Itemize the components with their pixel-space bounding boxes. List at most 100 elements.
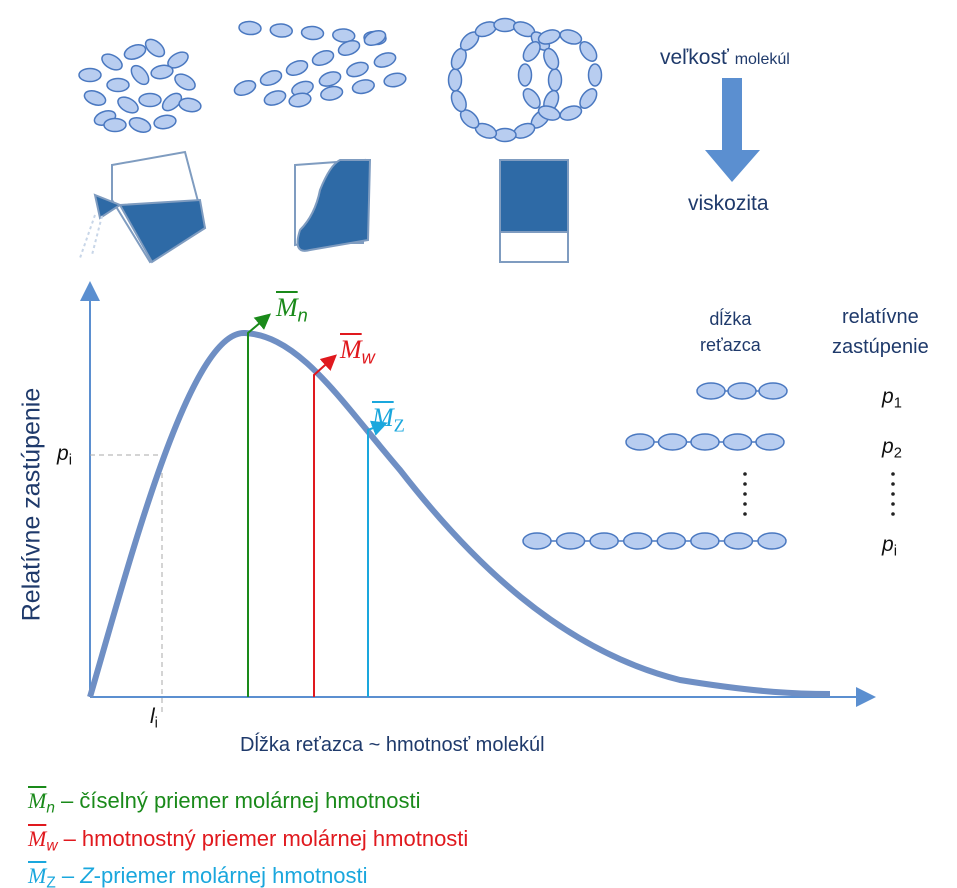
symbol: M [276, 293, 298, 322]
symbol: M [28, 788, 46, 813]
molecule [115, 94, 141, 116]
molecule [270, 23, 293, 38]
share-label: p1 [882, 385, 902, 411]
chain-unit [557, 533, 585, 549]
containers [80, 152, 568, 262]
share-part: 1 [894, 395, 902, 411]
molecule [320, 85, 344, 102]
mz-line [368, 424, 384, 697]
molecule [317, 69, 342, 88]
share-part: 2 [894, 445, 902, 461]
sub: n [46, 800, 55, 817]
chain-unit [728, 383, 756, 399]
diagram: veľkosť molekúl viskozita Relatívne zast… [0, 0, 957, 888]
molecule [494, 129, 516, 142]
molecule [178, 97, 202, 114]
header-line: zastúpenie [832, 332, 929, 362]
molecule [153, 114, 177, 131]
chain-unit [523, 533, 551, 549]
legend-dash: – [62, 863, 80, 888]
molecule [362, 28, 387, 48]
symbol: M [340, 335, 362, 364]
molecule [310, 48, 335, 68]
ellipsis-dots [743, 472, 895, 516]
molecule [351, 78, 375, 95]
sub: w [362, 347, 375, 367]
chain-unit [756, 434, 784, 450]
molecule-icons [79, 19, 602, 142]
sub: w [46, 837, 57, 854]
l-label: li [150, 705, 158, 731]
symbol: M [28, 826, 46, 851]
mz-marker-label: MZ [372, 402, 405, 436]
p-label: pi [57, 442, 72, 468]
molecule [232, 78, 257, 98]
molecule [79, 69, 101, 82]
chain-unit [659, 434, 687, 450]
chain-unit [590, 533, 618, 549]
sub: n [298, 305, 308, 325]
molecule [258, 68, 283, 88]
header-line: dĺžka [700, 306, 761, 332]
down-arrow [705, 78, 760, 182]
molecule [107, 79, 129, 92]
molecule [589, 64, 602, 86]
chain-unit [657, 533, 685, 549]
molecule [139, 94, 161, 107]
share-part: p [882, 385, 894, 408]
mw-marker-label: Mw [340, 334, 375, 368]
molecule [99, 51, 125, 73]
molecule [128, 62, 152, 87]
x-axis-label: Dĺžka reťazca ~ hmotnosť molekúl [240, 734, 545, 757]
header-line: reťazca [700, 332, 761, 358]
p-sub: i [69, 452, 72, 468]
molecule [558, 103, 583, 122]
chain-unit [724, 533, 752, 549]
molecule [262, 88, 287, 107]
sub: Z [394, 415, 405, 435]
size-word-small: molekúl [735, 51, 790, 68]
share-part: p [882, 435, 894, 458]
size-label: veľkosť molekúl [660, 46, 790, 70]
molecule [172, 71, 198, 93]
share-label: pi [882, 533, 897, 559]
legend-text: -priemer molárnej hmotnosti [94, 863, 368, 888]
molecule [239, 21, 262, 36]
legend-item: MZ – Z-priemer molárnej hmotnosti [28, 861, 468, 888]
molecule [142, 36, 167, 60]
chain-unit [626, 434, 654, 450]
viscosity-label: viskozita [688, 192, 769, 216]
share-label: p2 [882, 435, 902, 461]
size-word: veľkosť [660, 46, 729, 69]
y-axis-label: Relatívne zastúpenie [18, 375, 47, 635]
molecule [104, 119, 126, 132]
mn-line [248, 316, 268, 697]
molecule [127, 115, 152, 135]
chain-unit [724, 434, 752, 450]
molecule [372, 50, 397, 69]
legend: Mn – číselný priemer molárnej hmotnosti … [28, 786, 468, 888]
l-sub: i [155, 715, 158, 731]
chain-unit [758, 533, 786, 549]
molecule [82, 88, 107, 108]
share-part: p [882, 533, 894, 556]
legend-item: Mw – hmotnostný priemer molárnej hmotnos… [28, 824, 468, 862]
legend-text: – číselný priemer molárnej hmotnosti [61, 788, 420, 813]
molecule [301, 26, 324, 41]
molecule [383, 71, 407, 88]
chain-unit [624, 533, 652, 549]
mw-line [314, 357, 334, 697]
chain-unit [697, 383, 725, 399]
molecule [284, 58, 309, 78]
sub: Z [46, 875, 55, 888]
share-part: i [894, 543, 897, 559]
header-line: relatívne [832, 302, 929, 332]
molecule [519, 64, 532, 86]
molecule [449, 69, 462, 91]
legend-text: – hmotnostný priemer molárnej hmotnosti [64, 826, 469, 851]
chain-unit [691, 533, 719, 549]
molecule [558, 27, 583, 46]
legend-item: Mn – číselný priemer molárnej hmotnosti [28, 786, 468, 824]
